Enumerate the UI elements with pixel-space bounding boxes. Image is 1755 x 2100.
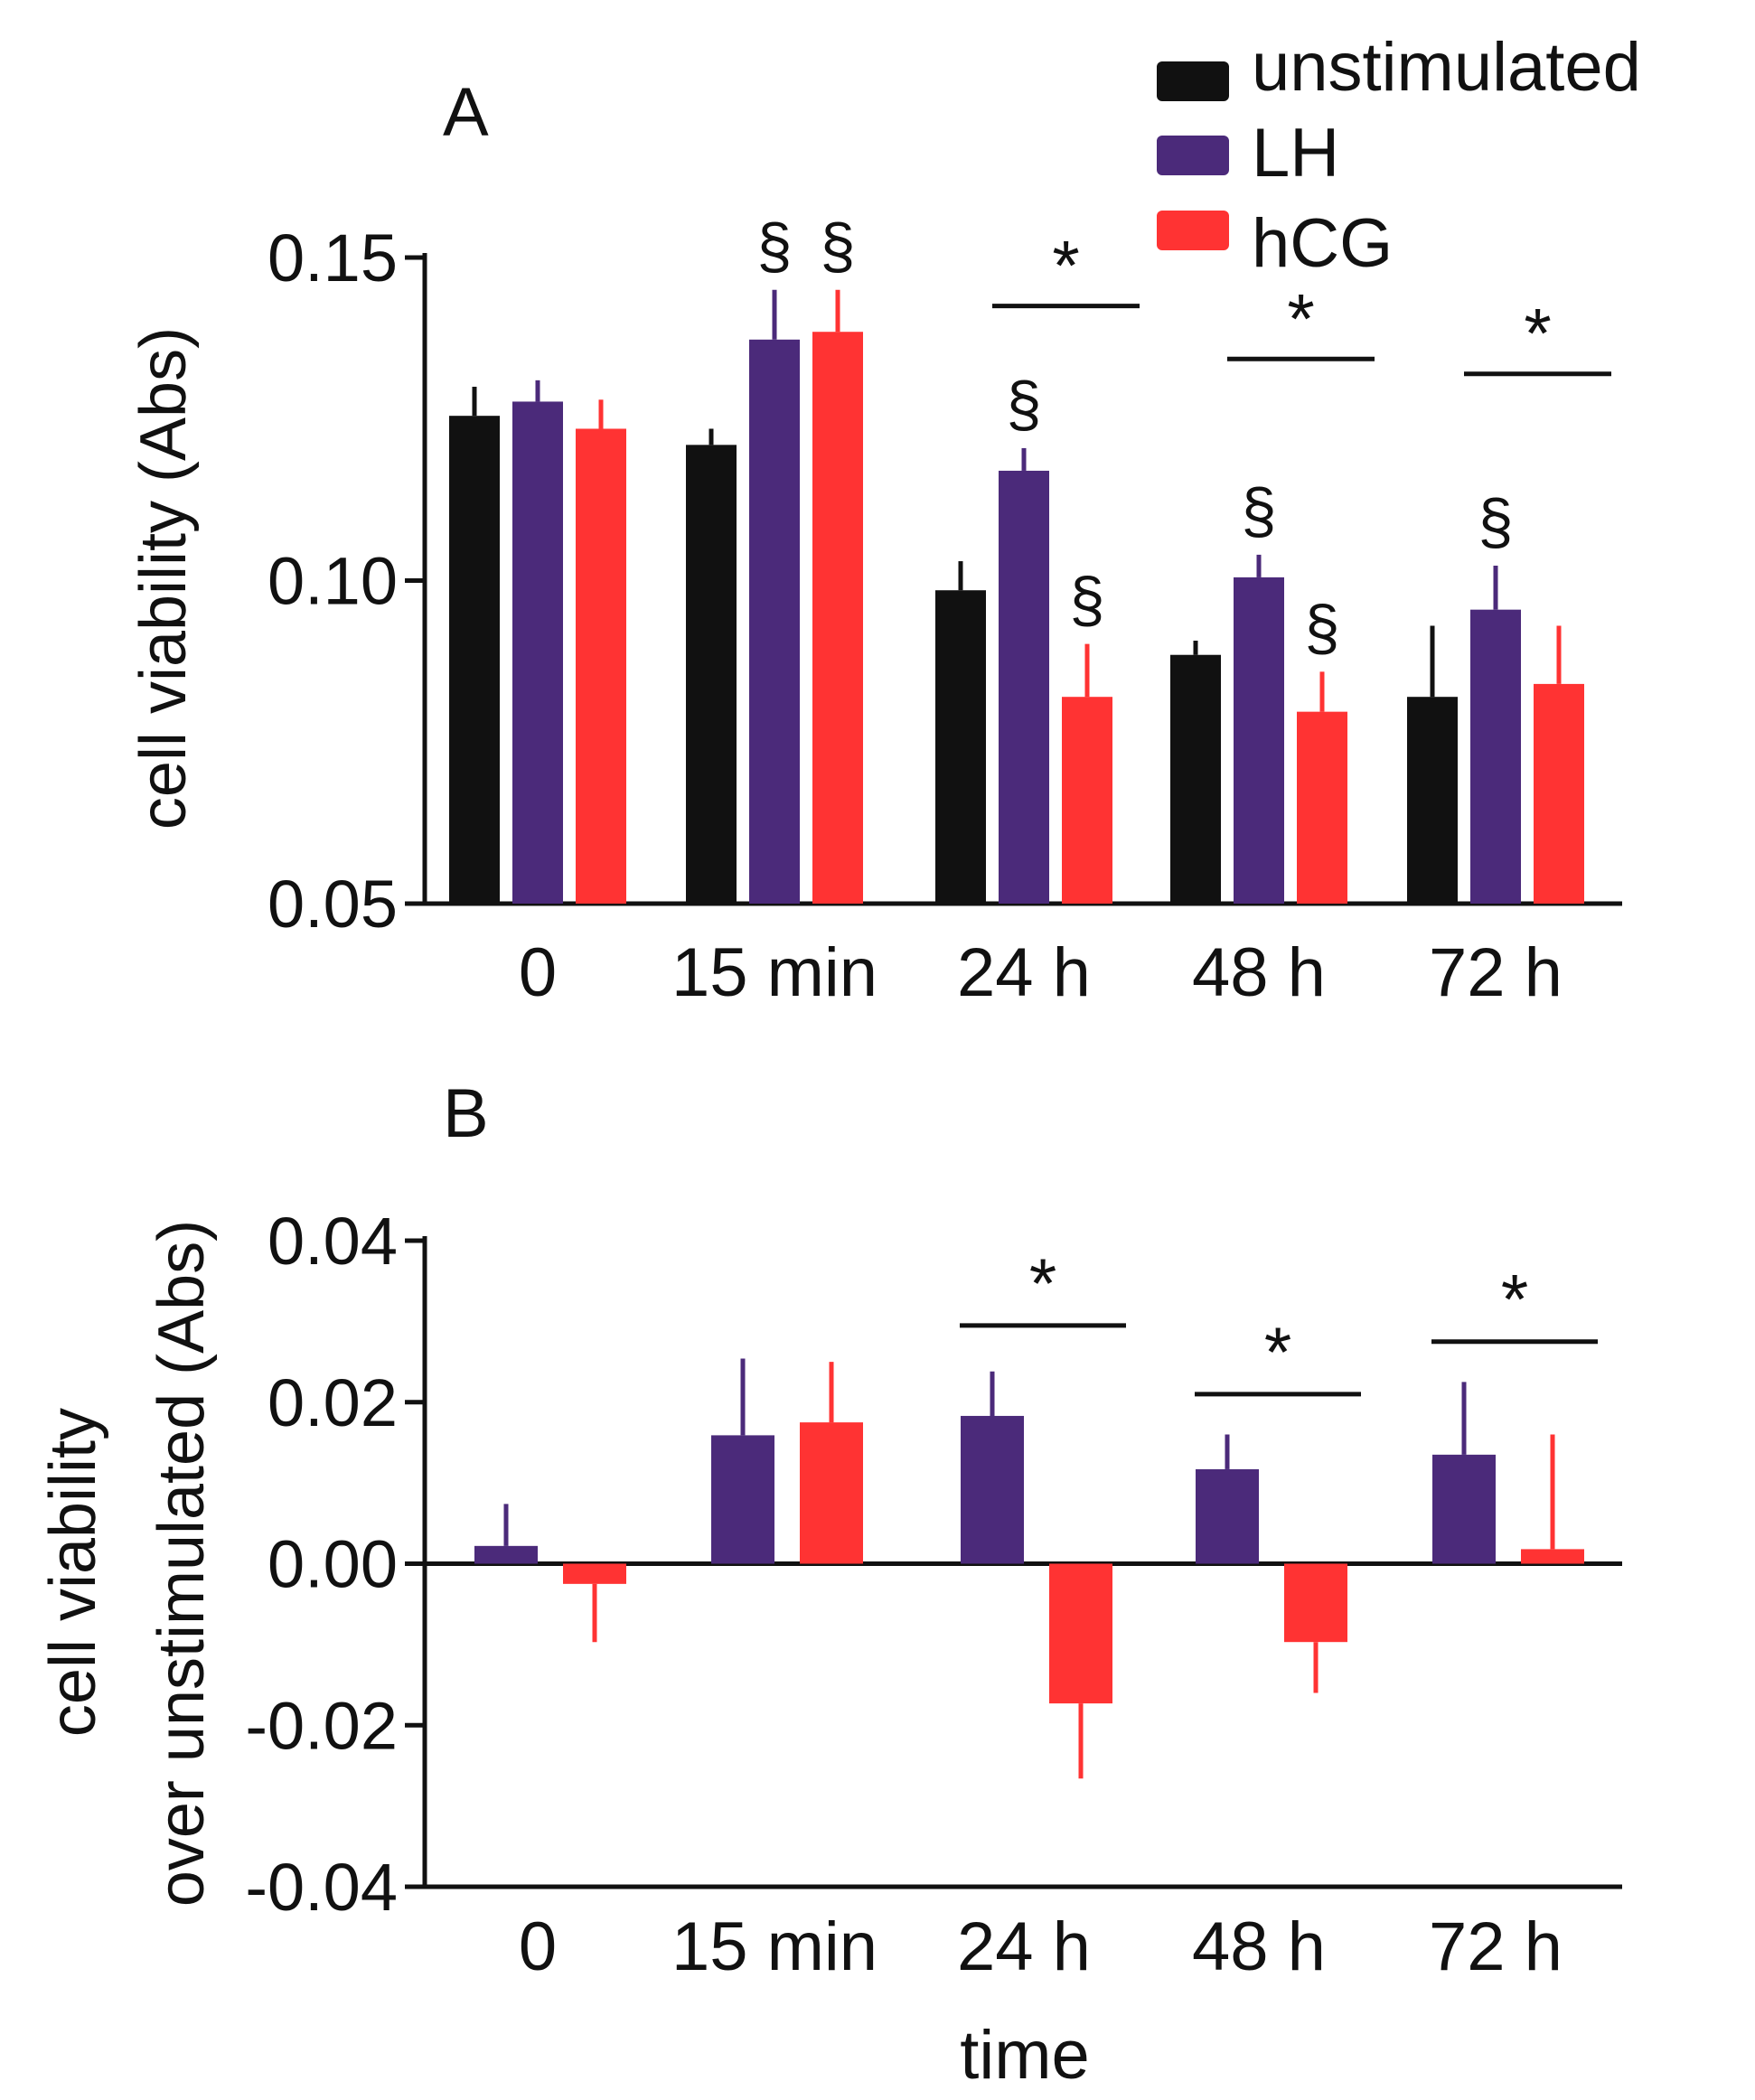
panel-a-bar-lh: [1234, 577, 1284, 904]
panel-b-significance-star: *: [1501, 1260, 1528, 1339]
panel-a-bar-lh: [999, 470, 1049, 904]
panel-a-y-tick-label: 0.15: [267, 220, 398, 295]
panel-a-bar-unstimulated: [686, 445, 737, 904]
panel-b-x-tick-label: 48 h: [1192, 1908, 1326, 1985]
panel-b-y-axis-label: cell viability over unstimulated (Abs): [37, 1220, 218, 1907]
panel-b-y-tick-label: 0.02: [267, 1365, 398, 1440]
panel-b-significance-star: *: [1264, 1312, 1291, 1392]
panel-a-significance-star: *: [1287, 278, 1314, 358]
legend-label-hcg: hCG: [1252, 205, 1393, 282]
legend-swatch-hcg: [1157, 211, 1229, 250]
panel-b-chart: cell viability over unstimulated (Abs) -…: [37, 1204, 1622, 2094]
panel-b-y-axis-label-line-2: over unstimulated (Abs): [145, 1220, 218, 1907]
panel-a-section-mark: §: [1478, 486, 1514, 557]
panel-b-x-tick-label: 15 min: [671, 1908, 878, 1985]
panel-a-bar-unstimulated: [1407, 697, 1458, 904]
panel-a-bar-lh: [512, 401, 563, 904]
panel-b-bar-lh: [1432, 1454, 1496, 1564]
panel-b-x-tick-label: 24 h: [957, 1908, 1091, 1985]
panel-b-bar-hcg: [1284, 1563, 1347, 1643]
panel-a-x-tick-label: 24 h: [957, 934, 1091, 1011]
legend-label-lh: LH: [1252, 115, 1339, 192]
panel-a-significance-star: *: [1052, 226, 1079, 305]
panel-b-bar-lh: [474, 1545, 538, 1564]
panel-b-y-tick-label: -0.02: [245, 1688, 398, 1763]
panel-a-x-tick-label: 72 h: [1429, 934, 1563, 1011]
panel-a-bar-unstimulated: [449, 416, 500, 904]
panel-b-y-tick-label: 0.04: [267, 1204, 398, 1279]
panel-a-y-tick-label: 0.10: [267, 544, 398, 619]
panel-b-bar-lh: [961, 1415, 1024, 1564]
panel-b-bar-lh: [711, 1435, 774, 1564]
panel-a-section-mark: §: [1070, 565, 1105, 635]
panel-b-label: B: [443, 1075, 489, 1152]
panel-b-y-tick-label: 0.00: [267, 1527, 398, 1602]
panel-a-section-mark: §: [821, 211, 856, 281]
panel-a-chart: cell viability (Abs) 0.05 0.10 0.15 0 15 min…: [127, 211, 1622, 1011]
panel-b-bar-lh: [1196, 1468, 1259, 1564]
legend: unstimulated LH hCG: [1157, 29, 1641, 282]
panel-a-y-axis-label: cell viability (Abs): [127, 327, 200, 830]
panel-a-bar-hcg: [1534, 683, 1584, 904]
panel-a-bar-hcg: [576, 428, 626, 905]
panel-b-x-tick-label: 72 h: [1429, 1908, 1563, 1985]
panel-a-x-tick-label: 15 min: [671, 934, 878, 1011]
panel-b-y-axis-label-line-1: cell viability: [37, 1408, 109, 1737]
panel-a-bar-unstimulated: [935, 590, 986, 904]
legend-swatch-unstimulated: [1157, 61, 1229, 101]
panel-b-x-axis-label: time: [960, 2017, 1090, 2094]
panel-a-bar-hcg: [1062, 697, 1112, 904]
panel-b-bar-hcg: [1521, 1549, 1584, 1564]
panel-a-section-mark: §: [757, 211, 793, 281]
panel-b-bar-hcg: [563, 1563, 626, 1584]
panel-a-y-tick-label: 0.05: [267, 867, 398, 942]
panel-a-bar-hcg: [1297, 711, 1347, 904]
panel-a-bar-lh: [749, 339, 800, 904]
panel-b-significance-star: *: [1029, 1243, 1056, 1323]
panel-a-bar-unstimulated: [1170, 654, 1221, 904]
panel-b-y-tick-label: -0.04: [245, 1850, 398, 1925]
panel-a-significance-star: *: [1524, 294, 1551, 373]
panel-a-section-mark: §: [1305, 592, 1340, 662]
panel-a-section-mark: §: [1242, 475, 1277, 546]
panel-a-x-tick-label: 0: [519, 934, 557, 1011]
legend-label-unstimulated: unstimulated: [1252, 29, 1641, 106]
panel-a-x-tick-label: 48 h: [1192, 934, 1326, 1011]
panel-b-bar-hcg: [800, 1422, 863, 1564]
panel-b-x-tick-label: 0: [519, 1908, 557, 1985]
panel-a-section-mark: §: [1007, 369, 1042, 439]
panel-b-bar-hcg: [1049, 1563, 1112, 1704]
panel-a-label: A: [443, 74, 489, 151]
panel-a-bar-hcg: [812, 332, 863, 905]
legend-swatch-lh: [1157, 136, 1229, 175]
panel-a-bar-lh: [1470, 609, 1521, 904]
